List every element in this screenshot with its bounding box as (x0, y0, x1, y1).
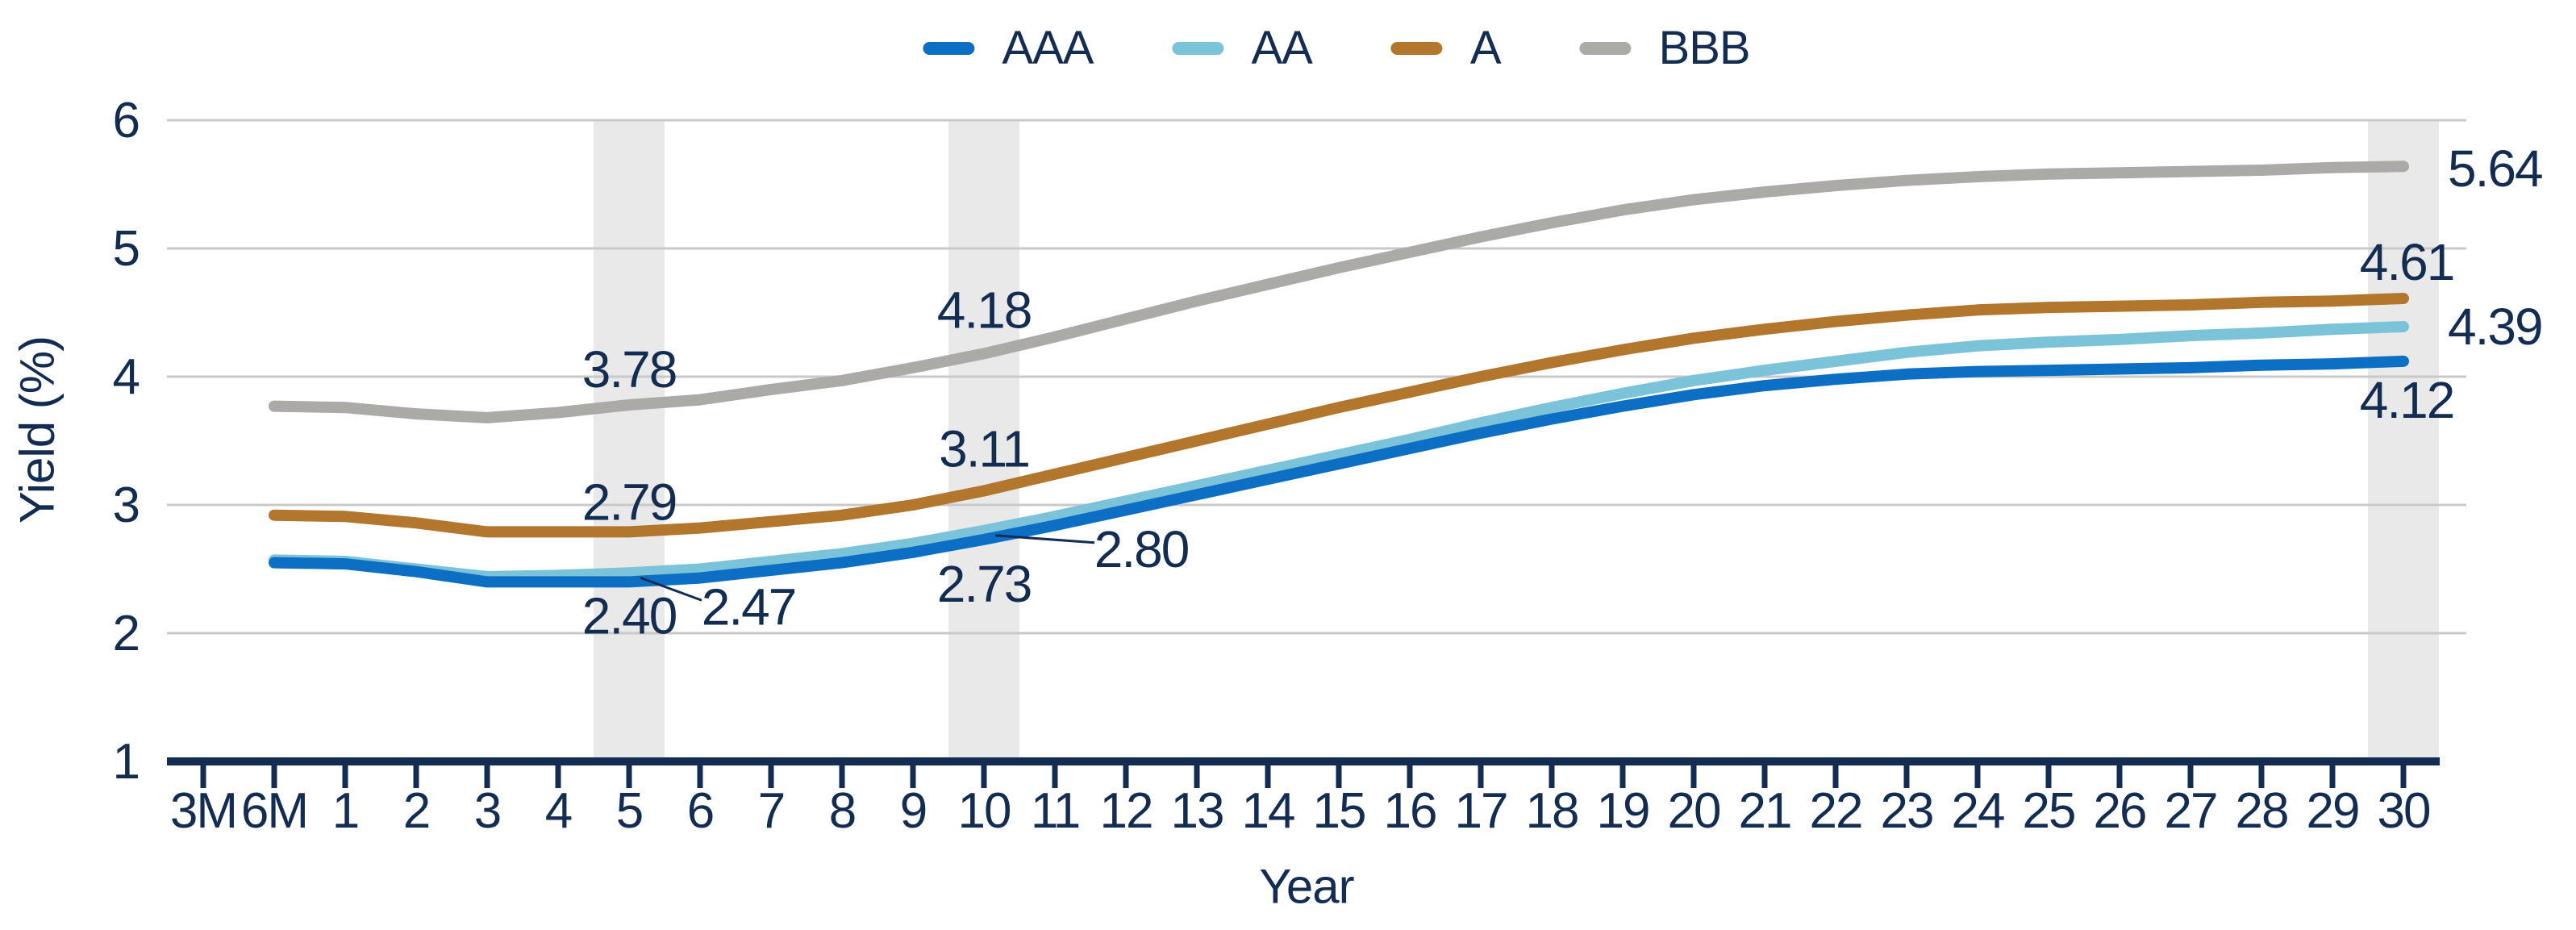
y-tick-label-4: 4 (113, 349, 140, 405)
x-axis-title: Year (1259, 859, 1354, 914)
y-tick-label-6: 6 (113, 93, 139, 148)
point-label-bbb-10: 4.18 (937, 281, 1032, 339)
legend-swatch-a-icon (1390, 41, 1443, 55)
x-tick-label-13: 13 (1171, 783, 1223, 839)
x-tick-label-11: 11 (1031, 783, 1079, 839)
x-tick-label-1: 1 (332, 783, 358, 839)
legend-item-aaa: AAA (923, 21, 1094, 75)
x-tick-label-9: 9 (900, 783, 926, 839)
x-tick-label-6m: 6M (241, 783, 307, 839)
point-label-a-30: 4.61 (2360, 233, 2454, 291)
y-tick-label-2: 2 (113, 606, 139, 661)
x-tick-label-10: 10 (958, 783, 1011, 839)
legend-label-aaa: AAA (1002, 22, 1094, 74)
highlight-band-5 (594, 120, 665, 761)
x-tick-label-20: 20 (1668, 783, 1720, 839)
legend-item-aa: AA (1172, 21, 1313, 75)
x-tick-label-8: 8 (829, 783, 855, 839)
x-tick-label-30: 30 (2378, 783, 2430, 839)
legend-swatch-bbb-icon (1579, 41, 1632, 55)
x-tick-label-22: 22 (1810, 783, 1862, 839)
x-tick-label-29: 29 (2307, 783, 2359, 839)
y-tick-label-1: 1 (113, 734, 139, 790)
series-line-aa (269, 321, 2409, 582)
series-line-a (269, 293, 2409, 538)
x-tick-label-15: 15 (1313, 783, 1365, 839)
legend-swatch-aa-icon (1172, 41, 1224, 55)
x-tick-label-4: 4 (545, 783, 572, 839)
x-tick-label-24: 24 (1952, 783, 2004, 839)
legend-item-a: A (1390, 21, 1502, 75)
point-label-aa-10: 2.80 (1094, 520, 1189, 578)
callout-line-aa-10 (994, 534, 1095, 544)
series-line-aaa (269, 355, 2409, 588)
point-label-bbb-30: 5.64 (2448, 140, 2542, 198)
x-tick-label-23: 23 (1881, 783, 1933, 839)
legend-label-a: A (1469, 22, 1502, 74)
point-label-aaa-30: 4.12 (2360, 371, 2454, 429)
series-line-bbb (269, 161, 2409, 423)
legend-item-bbb: BBB (1579, 21, 1751, 75)
x-tick-label-6: 6 (687, 783, 713, 839)
point-label-aaa-10: 2.73 (937, 555, 1032, 613)
x-tick-label-2: 2 (403, 783, 429, 839)
point-label-aa-30: 4.39 (2448, 298, 2542, 356)
y-tick-label-3: 3 (113, 478, 139, 533)
legend: AAA AA A BBB (923, 21, 1751, 75)
x-tick-label-3: 3 (474, 783, 500, 839)
x-tick-label-12: 12 (1100, 783, 1153, 839)
legend-label-aa: AA (1251, 22, 1312, 74)
x-tick-label-3m: 3M (170, 783, 236, 839)
point-label-a-10: 3.11 (939, 420, 1029, 478)
x-tick-label-16: 16 (1384, 783, 1436, 839)
x-tick-label-28: 28 (2236, 783, 2288, 839)
x-tick-label-14: 14 (1242, 783, 1294, 839)
x-tick-label-27: 27 (2165, 783, 2217, 839)
point-label-aa-5: 2.47 (702, 578, 796, 636)
point-label-bbb-5: 3.78 (582, 340, 677, 398)
x-tick-label-18: 18 (1526, 783, 1578, 839)
legend-label-bbb: BBB (1658, 22, 1751, 74)
callout-line-aa-5 (640, 576, 702, 602)
x-tick-label-26: 26 (2094, 783, 2146, 839)
x-tick-label-7: 7 (758, 783, 784, 839)
x-tick-label-25: 25 (2023, 783, 2075, 839)
highlight-band-30 (2368, 120, 2439, 761)
y-tick-label-5: 5 (113, 221, 139, 277)
point-label-a-5: 2.79 (582, 473, 677, 531)
x-tick-label-5: 5 (616, 783, 642, 839)
point-label-aaa-5: 2.40 (582, 586, 677, 644)
x-tick-label-19: 19 (1597, 783, 1649, 839)
legend-swatch-aaa-icon (923, 41, 975, 55)
highlight-band-10 (948, 120, 1019, 761)
x-tick-label-17: 17 (1455, 783, 1507, 839)
x-tick-label-21: 21 (1739, 783, 1791, 839)
